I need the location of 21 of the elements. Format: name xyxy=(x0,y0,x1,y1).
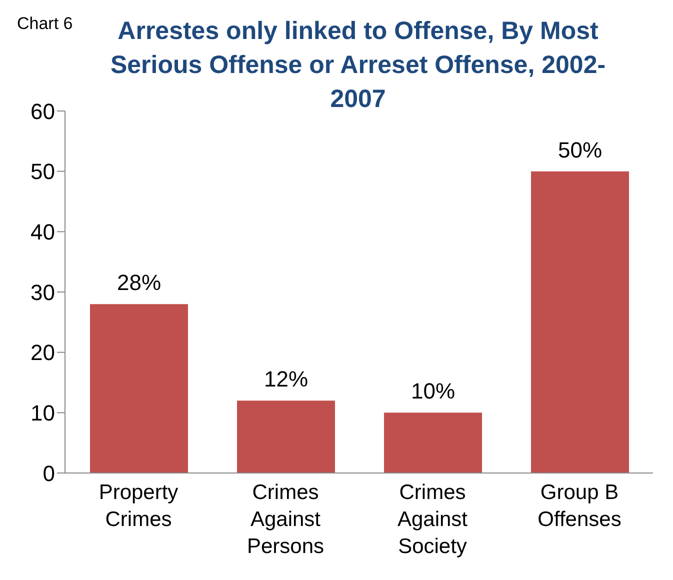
caption: Chart 6 xyxy=(17,14,73,34)
bar xyxy=(90,304,188,473)
x-tick-label: Group B Offenses xyxy=(538,481,622,531)
y-tick-label: 10 xyxy=(30,400,55,426)
bar xyxy=(237,400,335,473)
y-tick-label: 40 xyxy=(30,219,55,244)
y-tick-label: 30 xyxy=(30,280,55,305)
data-label: 10% xyxy=(410,378,456,404)
y-tick-label: 60 xyxy=(30,98,55,124)
y-tick-label: 50 xyxy=(30,159,55,184)
bar xyxy=(384,412,482,473)
x-tick-label: Crimes Against Persons xyxy=(246,481,324,558)
bar xyxy=(531,171,629,473)
x-tick-label: Crimes Against Society xyxy=(397,481,468,558)
data-label: 50% xyxy=(558,137,602,162)
y-tick-label: 20 xyxy=(30,340,55,366)
data-label: 28% xyxy=(116,270,162,296)
chart-title: Arrestes only linked to Offense, By Most Serious Offense or Arreset Offense, 2002-2007 xyxy=(109,16,607,115)
x-tick-label: Property Crimes xyxy=(98,481,179,531)
y-tick-label: 0 xyxy=(42,460,55,486)
data-label: 12% xyxy=(264,366,308,392)
